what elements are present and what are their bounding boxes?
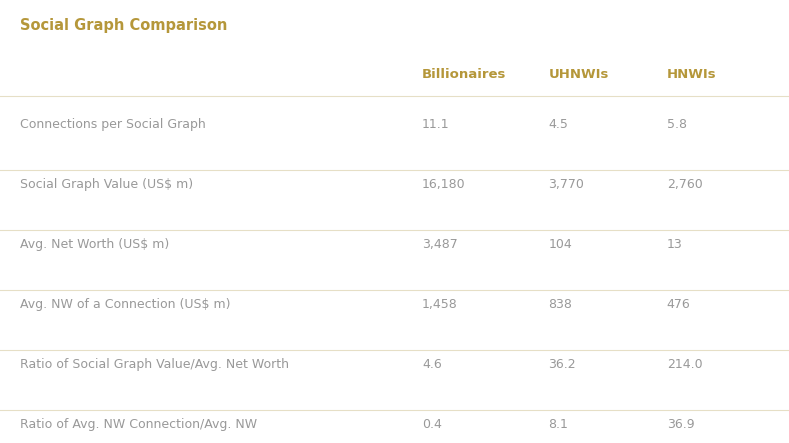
Text: 8.1: 8.1 (548, 418, 568, 431)
Text: 36.9: 36.9 (667, 418, 694, 431)
Text: 4.5: 4.5 (548, 118, 568, 131)
Text: 11.1: 11.1 (422, 118, 450, 131)
Text: 104: 104 (548, 238, 572, 251)
Text: Avg. Net Worth (US$ m): Avg. Net Worth (US$ m) (20, 238, 169, 251)
Text: Ratio of Social Graph Value/Avg. Net Worth: Ratio of Social Graph Value/Avg. Net Wor… (20, 358, 289, 371)
Text: 36.2: 36.2 (548, 358, 576, 371)
Text: HNWIs: HNWIs (667, 68, 716, 81)
Text: Social Graph Comparison: Social Graph Comparison (20, 18, 227, 33)
Text: Avg. NW of a Connection (US$ m): Avg. NW of a Connection (US$ m) (20, 298, 230, 311)
Text: 1,458: 1,458 (422, 298, 458, 311)
Text: Ratio of Avg. NW Connection/Avg. NW: Ratio of Avg. NW Connection/Avg. NW (20, 418, 257, 431)
Text: Billionaires: Billionaires (422, 68, 507, 81)
Text: 13: 13 (667, 238, 682, 251)
Text: 476: 476 (667, 298, 690, 311)
Text: 3,487: 3,487 (422, 238, 458, 251)
Text: 16,180: 16,180 (422, 178, 466, 191)
Text: Social Graph Value (US$ m): Social Graph Value (US$ m) (20, 178, 193, 191)
Text: UHNWIs: UHNWIs (548, 68, 609, 81)
Text: 2,760: 2,760 (667, 178, 702, 191)
Text: 4.6: 4.6 (422, 358, 442, 371)
Text: 0.4: 0.4 (422, 418, 442, 431)
Text: 5.8: 5.8 (667, 118, 686, 131)
Text: 3,770: 3,770 (548, 178, 584, 191)
Text: Connections per Social Graph: Connections per Social Graph (20, 118, 205, 131)
Text: 838: 838 (548, 298, 572, 311)
Text: 214.0: 214.0 (667, 358, 702, 371)
